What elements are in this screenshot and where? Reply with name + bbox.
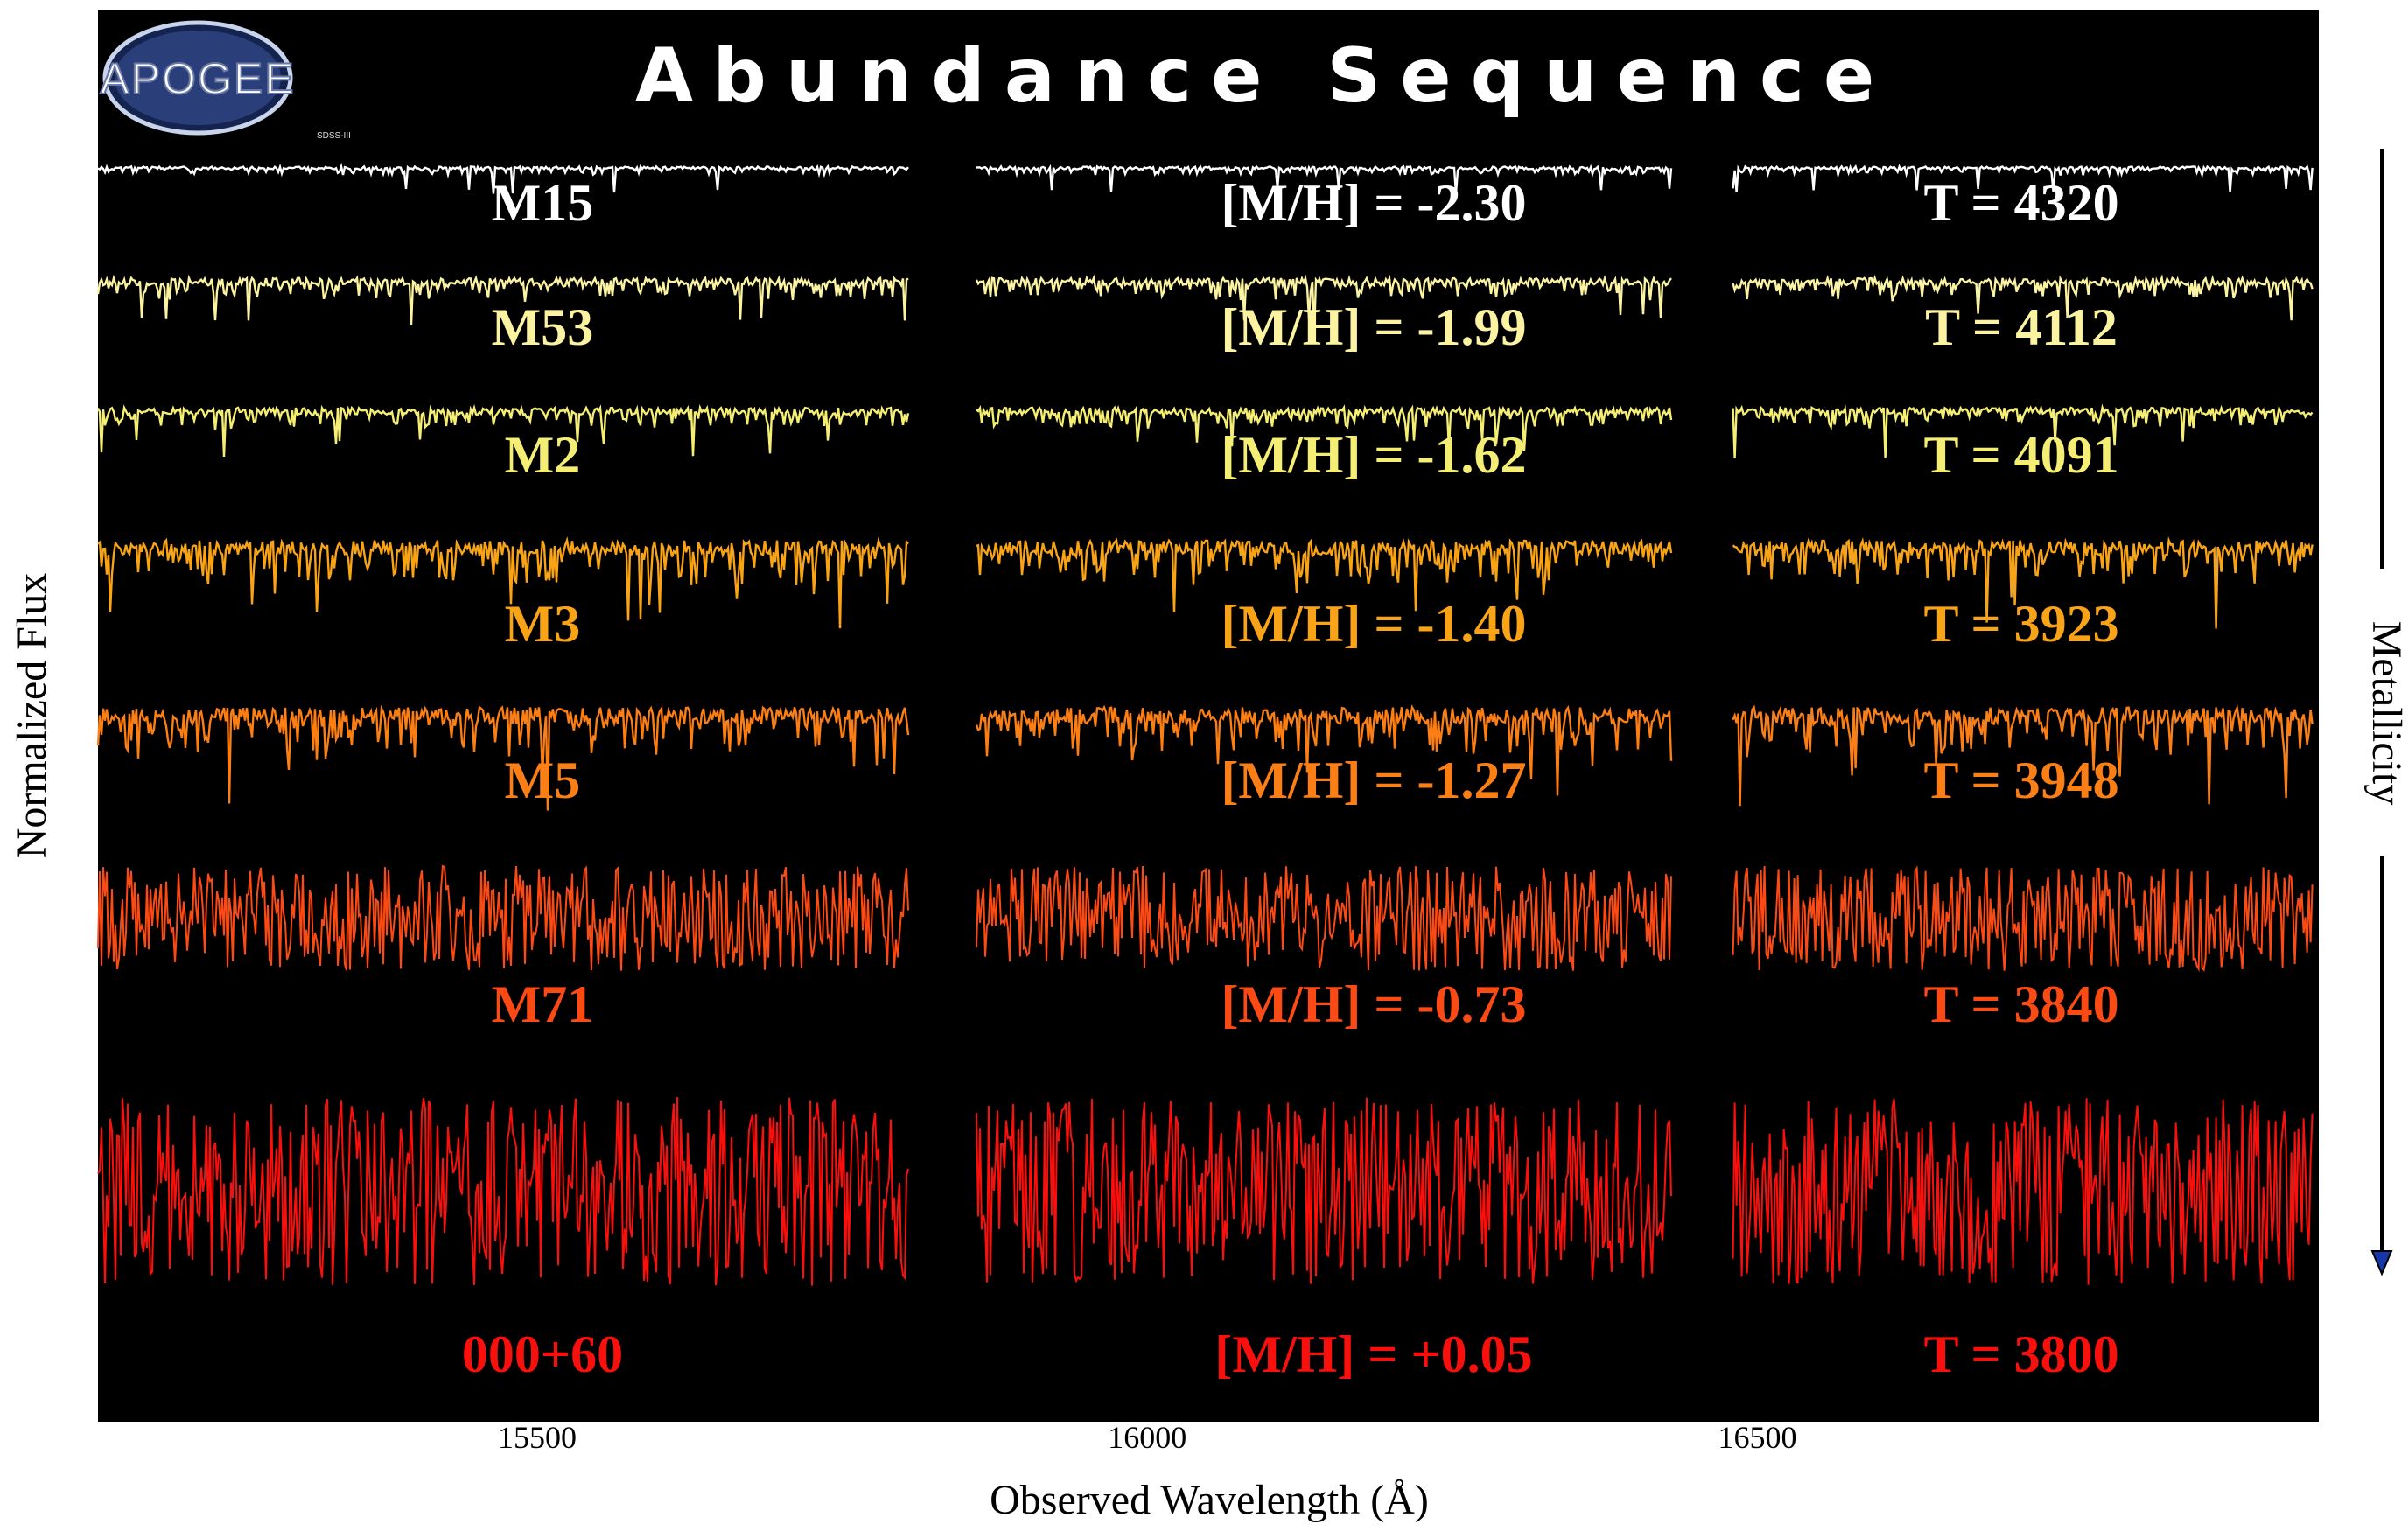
spectrum-line bbox=[97, 864, 909, 971]
metallicity-value-label: [M/H] = -1.40 bbox=[1221, 595, 1526, 653]
spectrum-line bbox=[975, 274, 1672, 334]
metallicity-value-label: [M/H] = +0.05 bbox=[1214, 1325, 1532, 1383]
x-tick-label: 16500 bbox=[1718, 1420, 1797, 1455]
temperature-label: T = 4320 bbox=[1923, 174, 2118, 232]
spectrum-line bbox=[96, 704, 910, 811]
spectrum-line bbox=[975, 704, 1673, 796]
metallicity-label: Metallicity bbox=[2363, 621, 2408, 806]
series-name-label: 000+60 bbox=[462, 1325, 623, 1383]
spectrum-line bbox=[97, 1096, 909, 1286]
series-name-label: M5 bbox=[505, 752, 581, 809]
x-tick-label: 15500 bbox=[498, 1420, 577, 1455]
spectrum-line bbox=[96, 274, 909, 325]
x-ticks-group: 15500 16000 16500 bbox=[498, 1420, 1797, 1455]
spectrum-line bbox=[976, 865, 1672, 971]
spectrum-line bbox=[96, 403, 910, 458]
metallicity-value-label: [M/H] = -1.27 bbox=[1221, 752, 1526, 809]
series-name-label: M53 bbox=[492, 298, 594, 356]
y-axis-title: Normalized Flux bbox=[9, 573, 55, 859]
logo-caption: SDSS-III bbox=[317, 131, 351, 141]
x-tick-label: 16000 bbox=[1108, 1420, 1186, 1455]
spectrum-line bbox=[1732, 535, 2314, 629]
temperature-label: T = 4112 bbox=[1925, 298, 2118, 356]
temperature-label: T = 3948 bbox=[1923, 752, 2118, 809]
series-name-label: M3 bbox=[505, 595, 581, 653]
spectrum-line bbox=[976, 164, 1673, 194]
series-name-label: M71 bbox=[492, 975, 594, 1033]
logo-text: APOGEE bbox=[100, 54, 295, 103]
spectrum-line bbox=[97, 535, 909, 629]
temperature-label: T = 4091 bbox=[1923, 426, 2118, 484]
spectrum-line bbox=[976, 404, 1673, 451]
spectrum-line bbox=[1732, 703, 2314, 807]
spectrum-line bbox=[976, 537, 1673, 613]
series-labels-group: M15 [M/H] = -2.30 T = 4320 M53 [M/H] = -1.99… bbox=[462, 174, 2119, 1383]
temperature-label: T = 3800 bbox=[1923, 1325, 2118, 1383]
spectrum-line bbox=[1732, 274, 2314, 321]
chart-title: Abundance Sequence bbox=[635, 32, 1894, 120]
spectrum-line bbox=[1732, 403, 2314, 458]
metallicity-value-label: [M/H] = -1.62 bbox=[1221, 426, 1526, 484]
apogee-logo: APOGEE SDSS-III bbox=[99, 20, 351, 141]
temperature-label: T = 3840 bbox=[1923, 975, 2118, 1033]
spectrum-line bbox=[1732, 164, 2314, 193]
metallicity-value-label: [M/H] = -1.99 bbox=[1221, 298, 1526, 356]
spectrum-line bbox=[976, 1097, 1672, 1284]
metallicity-value-label: [M/H] = -0.73 bbox=[1221, 975, 1526, 1033]
series-name-label: M15 bbox=[492, 174, 594, 232]
spectrum-line bbox=[97, 162, 909, 194]
spectra-group bbox=[96, 162, 2314, 1286]
x-axis-title: Observed Wavelength (Å) bbox=[990, 1477, 1429, 1523]
metallicity-value-label: [M/H] = -2.30 bbox=[1221, 174, 1526, 232]
arrow-head-icon bbox=[2370, 1250, 2393, 1276]
metallicity-arrow: Metallicity bbox=[2363, 149, 2408, 1276]
temperature-label: T = 3923 bbox=[1923, 595, 2118, 653]
spectrum-line bbox=[1732, 1098, 2314, 1285]
spectrum-line bbox=[1732, 865, 2314, 973]
series-name-label: M2 bbox=[505, 426, 581, 484]
